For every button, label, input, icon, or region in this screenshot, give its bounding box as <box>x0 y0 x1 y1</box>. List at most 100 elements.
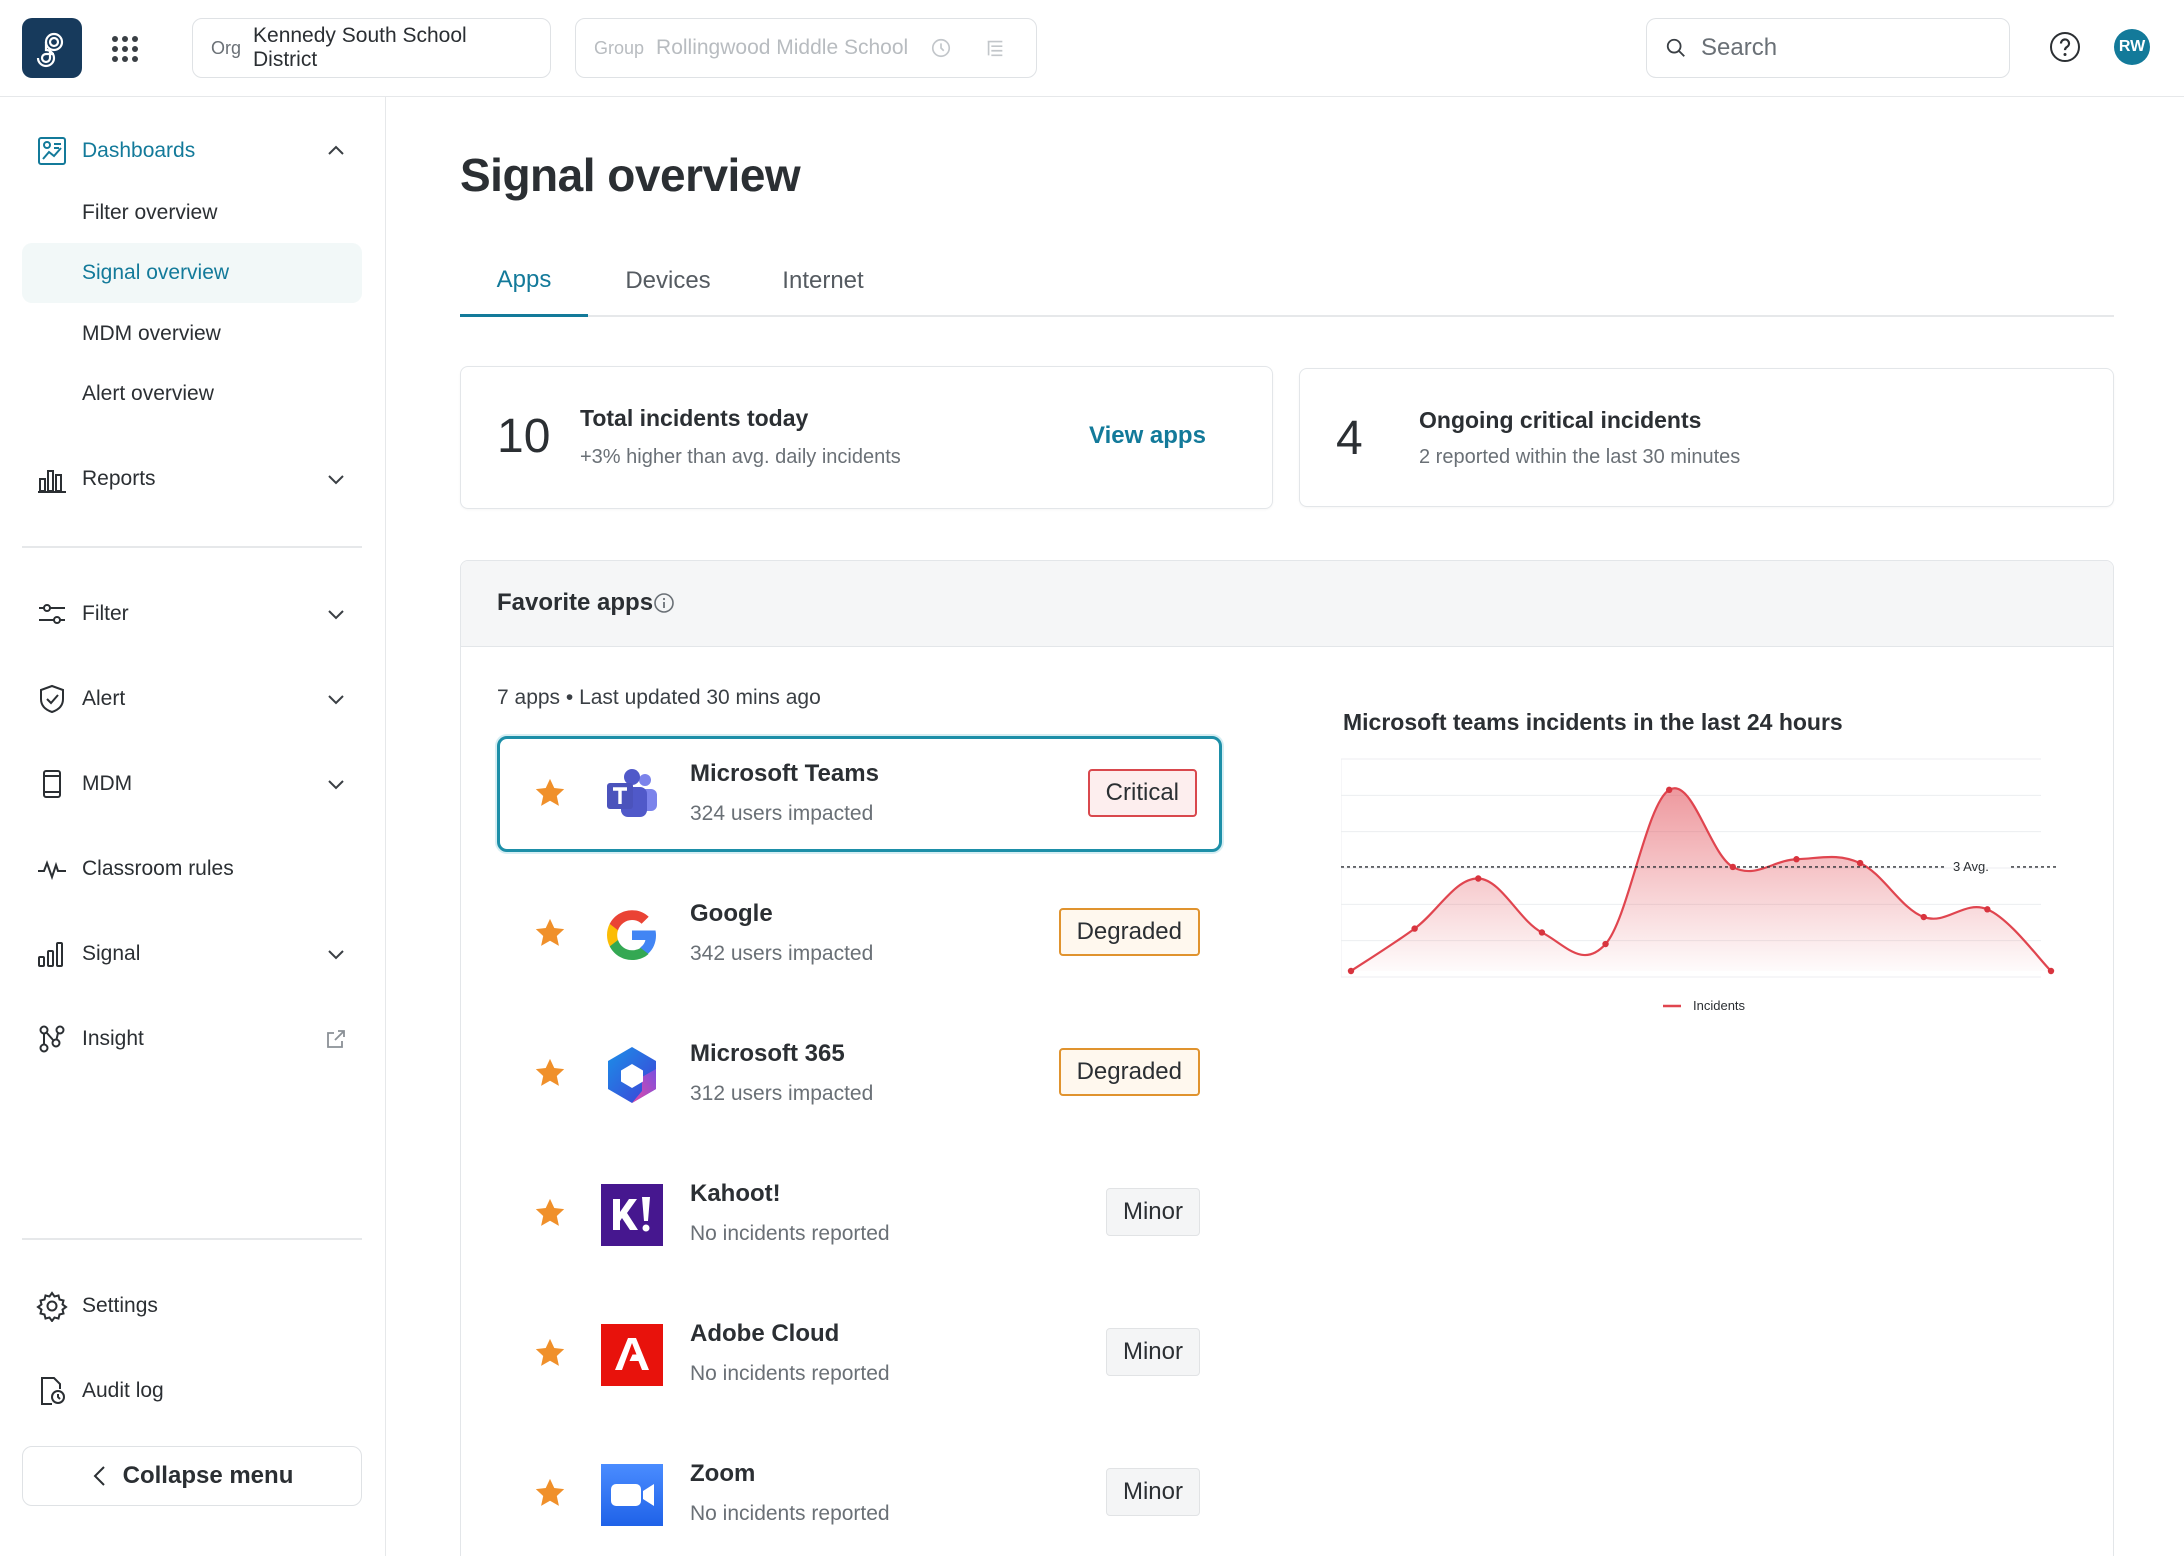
external-link-icon[interactable] <box>324 1027 348 1051</box>
app-row-microsoft-365[interactable]: Microsoft 365 312 users impacted Degrade… <box>497 1016 1222 1132</box>
sidebar-item-reports[interactable]: Reports <box>22 450 362 508</box>
star-icon[interactable] <box>533 1196 567 1230</box>
google-logo-icon <box>607 910 656 960</box>
tab-apps[interactable]: Apps <box>460 245 588 317</box>
critical-incidents-count: 4 <box>1336 412 1363 465</box>
info-icon[interactable] <box>653 592 675 614</box>
chart-data-point[interactable] <box>1793 856 1800 863</box>
chart-data-point[interactable] <box>2047 967 2055 975</box>
critical-incidents-card: 4 Ongoing critical incidents 2 reported … <box>1299 368 2114 507</box>
app-logo[interactable] <box>22 18 82 78</box>
average-label: 3 Avg. <box>1953 859 1989 874</box>
chart-data-point[interactable] <box>1411 925 1418 932</box>
total-incidents-count: 10 <box>497 410 551 463</box>
sidebar-item-alert-overview[interactable]: Alert overview <box>82 382 214 405</box>
total-incidents-card: 10 Total incidents today +3% higher than… <box>460 366 1273 509</box>
sidebar-item-settings[interactable]: Settings <box>22 1277 362 1335</box>
tab-internet[interactable]: Internet <box>782 267 864 294</box>
star-icon[interactable] <box>533 1336 567 1370</box>
star-icon[interactable] <box>533 916 567 950</box>
view-apps-link[interactable]: View apps <box>1089 422 1206 449</box>
chart-data-point[interactable] <box>1920 913 1927 921</box>
help-icon[interactable] <box>2049 31 2081 63</box>
tab-bar: Apps Devices Internet <box>460 245 2114 317</box>
sidebar-item-mdm-overview[interactable]: MDM overview <box>82 322 221 345</box>
search-input[interactable] <box>1701 34 1991 62</box>
microsoft-teams-logo-icon <box>607 769 657 817</box>
star-icon[interactable] <box>533 776 567 810</box>
chart-data-point[interactable] <box>1856 859 1864 867</box>
app-impact: No incidents reported <box>690 1362 890 1385</box>
hierarchy-icon[interactable] <box>984 37 1006 59</box>
chart-data-point[interactable] <box>1475 875 1482 882</box>
sidebar-item-alert[interactable]: Alert <box>22 670 362 728</box>
app-row-google[interactable]: Google 342 users impacted Degraded <box>497 876 1222 992</box>
app-row-adobe-cloud[interactable]: Adobe Cloud No incidents reported Minor <box>497 1296 1222 1412</box>
chevron-left-icon <box>93 1466 105 1486</box>
chevron-up-icon[interactable] <box>324 139 348 163</box>
phone-icon <box>36 768 68 800</box>
critical-incidents-title: Ongoing critical incidents <box>1419 407 1702 433</box>
app-name: Kahoot! <box>690 1180 781 1207</box>
group-picker[interactable]: Group Rollingwood Middle School <box>575 18 1037 78</box>
sidebar-item-signal-overview[interactable]: Signal overview <box>22 243 362 303</box>
sidebar-item-label: Signal <box>82 942 141 965</box>
search-box[interactable] <box>1646 18 2010 78</box>
chevron-down-icon[interactable] <box>324 942 348 966</box>
app-row-microsoft-teams[interactable]: Microsoft Teams 324 users impacted Criti… <box>497 736 1222 852</box>
search-icon <box>1666 38 1685 57</box>
chart-data-point[interactable] <box>1538 929 1546 936</box>
sidebar-item-label: Insight <box>82 1027 144 1050</box>
status-badge: Degraded <box>1058 1048 1200 1096</box>
network-icon <box>36 1023 68 1055</box>
collapse-menu-button[interactable]: Collapse menu <box>22 1446 362 1506</box>
chart-data-point[interactable] <box>1729 863 1737 871</box>
org-picker[interactable]: Org Kennedy South School District <box>192 18 551 78</box>
sidebar-item-insight[interactable]: Insight <box>22 1010 362 1068</box>
chevron-down-icon[interactable] <box>324 772 348 796</box>
app-name: Adobe Cloud <box>690 1320 840 1347</box>
chevron-down-icon[interactable] <box>324 467 348 491</box>
total-incidents-title: Total incidents today <box>580 405 809 431</box>
app-row-kahoot[interactable]: Kahoot! No incidents reported Minor <box>497 1156 1222 1272</box>
incidents-chart: 3 Avg. Incidents <box>1341 758 2057 1011</box>
org-value: Kennedy South School District <box>253 24 467 71</box>
sidebar-item-mdm[interactable]: MDM <box>22 755 362 813</box>
app-name: Microsoft 365 <box>690 1040 845 1067</box>
sidebar-item-filter[interactable]: Filter <box>22 585 362 643</box>
chart-data-point[interactable] <box>1984 906 1991 913</box>
user-avatar[interactable]: RW <box>2114 29 2150 65</box>
sidebar-item-classroom-rules[interactable]: Classroom rules <box>22 840 362 898</box>
chevron-down-icon[interactable] <box>324 602 348 626</box>
microsoft-365-logo-icon <box>608 1047 656 1103</box>
group-value: Rollingwood Middle School <box>656 36 909 59</box>
sidebar-item-label: Filter <box>82 602 129 625</box>
chart-data-point[interactable] <box>1347 967 1355 975</box>
chart-area-fill <box>1351 788 2051 971</box>
app-impact: 342 users impacted <box>690 942 874 965</box>
app-row-zoom[interactable]: Zoom No incidents reported Minor <box>497 1436 1222 1552</box>
sidebar-item-audit-log[interactable]: Audit log <box>22 1362 362 1420</box>
sidebar-divider <box>22 546 362 548</box>
sidebar-item-label: Audit log <box>82 1379 164 1402</box>
chart-data-point[interactable] <box>1602 940 1609 948</box>
collapse-menu-label: Collapse menu <box>122 1462 294 1489</box>
star-icon[interactable] <box>533 1056 567 1090</box>
app-name: Zoom <box>690 1460 756 1487</box>
status-badge: Minor <box>1105 1468 1200 1516</box>
sidebar-item-dashboards[interactable]: Dashboards <box>22 122 362 180</box>
logo-icon <box>36 32 64 68</box>
clock-icon[interactable] <box>930 37 952 59</box>
gear-icon <box>36 1290 68 1322</box>
favorite-apps-header: Favorite apps <box>461 561 2113 647</box>
sidebar-item-signal[interactable]: Signal <box>22 925 362 983</box>
tab-devices[interactable]: Devices <box>625 267 711 294</box>
chart-data-point[interactable] <box>1665 786 1673 794</box>
chevron-down-icon[interactable] <box>324 687 348 711</box>
app-launcher-icon[interactable] <box>112 36 138 62</box>
critical-incidents-subtitle: 2 reported within the last 30 minutes <box>1419 446 1741 468</box>
sidebar-item-filter-overview[interactable]: Filter overview <box>82 201 218 224</box>
sidebar-item-label: MDM <box>82 772 133 795</box>
star-icon[interactable] <box>533 1476 567 1510</box>
sidebar-item-label: Settings <box>82 1294 158 1317</box>
